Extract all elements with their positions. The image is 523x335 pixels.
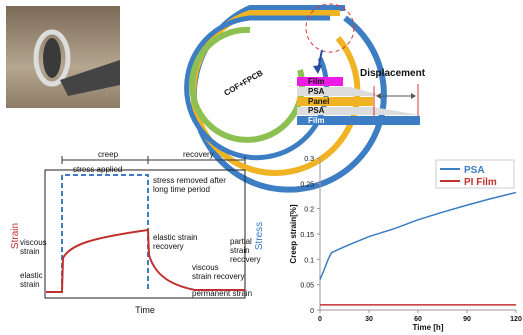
- annotation: strain: [230, 246, 250, 255]
- annotation: strain recovery: [192, 272, 244, 281]
- annotation: long time period: [153, 185, 210, 194]
- y-tick-label: 0: [310, 308, 314, 315]
- annotation: recovery: [230, 255, 261, 264]
- y-tick-label: 0.2: [304, 207, 314, 214]
- y-tick-label: 0.05: [300, 283, 314, 290]
- y-tick-label: 0.1: [304, 257, 314, 264]
- annotation: viscous: [192, 263, 219, 272]
- series-line: [320, 192, 516, 279]
- annotation: strain: [20, 280, 40, 289]
- x-tick-label: 120: [510, 316, 522, 323]
- annotation: elastic strain: [153, 233, 197, 242]
- x-tick-label: 30: [365, 316, 373, 323]
- x-tick-label: 0: [318, 316, 322, 323]
- annotation: stress removed after: [153, 176, 226, 185]
- legend-label: PI Film: [464, 177, 497, 188]
- x-tick-label: 60: [414, 316, 422, 323]
- layer-stack: Film PSA Panel PSA Film Displacement: [297, 68, 426, 125]
- creep-schematic: creep recovery Strain Stress Time stress…: [10, 150, 265, 315]
- annotation: strain: [20, 247, 40, 256]
- photo: [6, 6, 120, 108]
- annotation: permanent strain: [192, 289, 252, 298]
- cof-label: COF+FPCB: [223, 68, 265, 98]
- page: {"diagram":{"cof_label":"COF+FPCB","laye…: [0, 0, 523, 335]
- y-tick-label: 0.25: [300, 181, 314, 188]
- annotation: partial: [230, 237, 252, 246]
- annotation: viscous: [20, 238, 47, 247]
- annotation: elastic: [20, 271, 43, 280]
- axis-label: Time: [135, 305, 155, 315]
- x-axis-label: Time [h]: [413, 323, 444, 332]
- annotation: recovery: [153, 242, 184, 251]
- layer-label: PSA: [308, 106, 325, 115]
- axis-label: Stress: [254, 222, 265, 250]
- layer-label: PSA: [308, 87, 325, 96]
- phase-label: creep: [98, 150, 119, 159]
- displacement-label: Displacement: [360, 68, 426, 79]
- rolled-panel: COF+FPCB: [187, 4, 384, 190]
- figure: COF+FPCB Film PSA Panel PSA Film Displac…: [0, 0, 523, 335]
- y-tick-label: 0.3: [304, 156, 314, 163]
- phase-label: recovery: [183, 150, 214, 159]
- legend-label: PSA: [464, 165, 485, 176]
- layer-label: Film: [308, 77, 324, 86]
- layer-label: Panel: [308, 97, 329, 106]
- y-axis-label: Creep strain[%]: [289, 204, 298, 263]
- layer-label: Film: [308, 116, 324, 125]
- y-tick-label: 0.15: [300, 232, 314, 239]
- x-tick-label: 90: [463, 316, 471, 323]
- annotation: stress applied: [73, 165, 122, 174]
